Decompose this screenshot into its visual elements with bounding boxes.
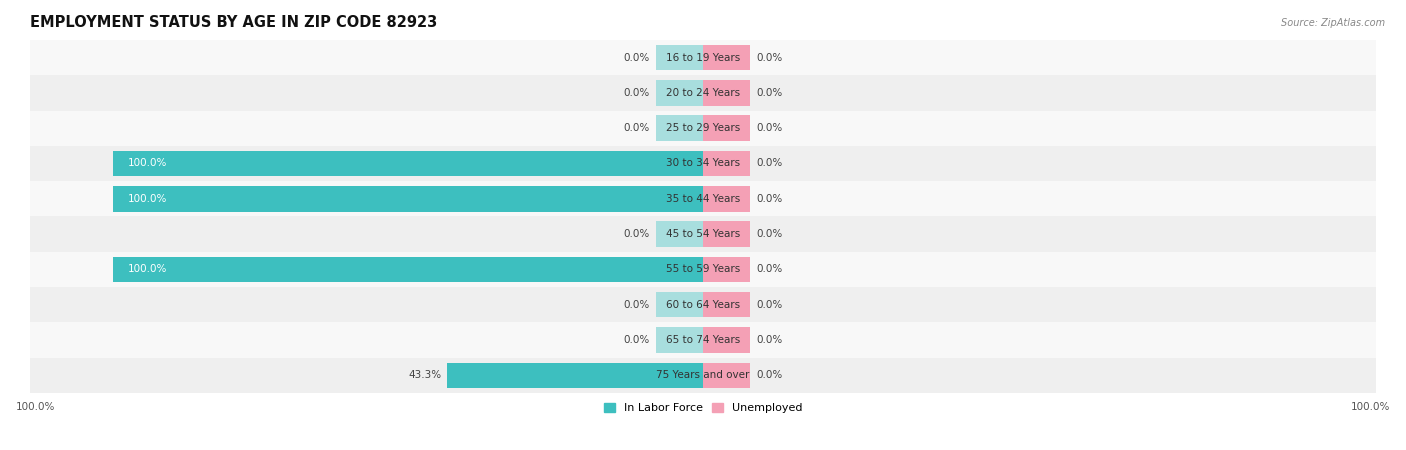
Text: 0.0%: 0.0% [756,88,782,98]
Text: 0.0%: 0.0% [624,300,650,310]
Text: 0.0%: 0.0% [624,88,650,98]
Bar [30,40,1376,75]
Bar [30,216,1376,252]
Bar [703,328,751,353]
Bar [30,75,1376,111]
Text: 60 to 64 Years: 60 to 64 Years [666,300,740,310]
Text: 20 to 24 Years: 20 to 24 Years [666,88,740,98]
Text: EMPLOYMENT STATUS BY AGE IN ZIP CODE 82923: EMPLOYMENT STATUS BY AGE IN ZIP CODE 829… [30,15,437,30]
Bar [30,181,1376,216]
Bar [703,186,751,211]
Text: 0.0%: 0.0% [624,123,650,133]
Text: 0.0%: 0.0% [756,335,782,345]
Text: 100.0%: 100.0% [128,158,167,168]
Text: 0.0%: 0.0% [756,123,782,133]
Text: 65 to 74 Years: 65 to 74 Years [666,335,740,345]
Bar [112,257,703,282]
Bar [703,80,751,106]
Bar [703,257,751,282]
Text: 30 to 34 Years: 30 to 34 Years [666,158,740,168]
Bar [703,363,751,388]
Bar [447,363,703,388]
Text: 16 to 19 Years: 16 to 19 Years [666,53,740,63]
Text: 0.0%: 0.0% [756,265,782,274]
Bar [703,45,751,70]
Bar [112,186,703,211]
Text: 0.0%: 0.0% [624,229,650,239]
Text: 35 to 44 Years: 35 to 44 Years [666,194,740,204]
Text: 45 to 54 Years: 45 to 54 Years [666,229,740,239]
Bar [30,323,1376,358]
Text: 0.0%: 0.0% [756,194,782,204]
Bar [30,358,1376,393]
Bar [655,328,703,353]
Text: 75 Years and over: 75 Years and over [657,370,749,380]
Bar [30,146,1376,181]
Bar [703,151,751,176]
Text: 0.0%: 0.0% [756,53,782,63]
Text: 55 to 59 Years: 55 to 59 Years [666,265,740,274]
Bar [30,111,1376,146]
Text: 43.3%: 43.3% [408,370,441,380]
Text: 0.0%: 0.0% [756,370,782,380]
Text: Source: ZipAtlas.com: Source: ZipAtlas.com [1281,18,1385,28]
Text: 100.0%: 100.0% [128,265,167,274]
Bar [655,292,703,318]
Bar [703,221,751,247]
Bar [655,116,703,141]
Text: 0.0%: 0.0% [624,53,650,63]
Text: 25 to 29 Years: 25 to 29 Years [666,123,740,133]
Bar [112,151,703,176]
Bar [655,45,703,70]
Bar [703,116,751,141]
Text: 0.0%: 0.0% [756,158,782,168]
Text: 0.0%: 0.0% [624,335,650,345]
Text: 0.0%: 0.0% [756,229,782,239]
Bar [30,252,1376,287]
Bar [655,80,703,106]
Bar [655,221,703,247]
Text: 0.0%: 0.0% [756,300,782,310]
Bar [703,292,751,318]
Text: 100.0%: 100.0% [128,194,167,204]
Legend: In Labor Force, Unemployed: In Labor Force, Unemployed [599,399,807,418]
Bar [30,287,1376,323]
